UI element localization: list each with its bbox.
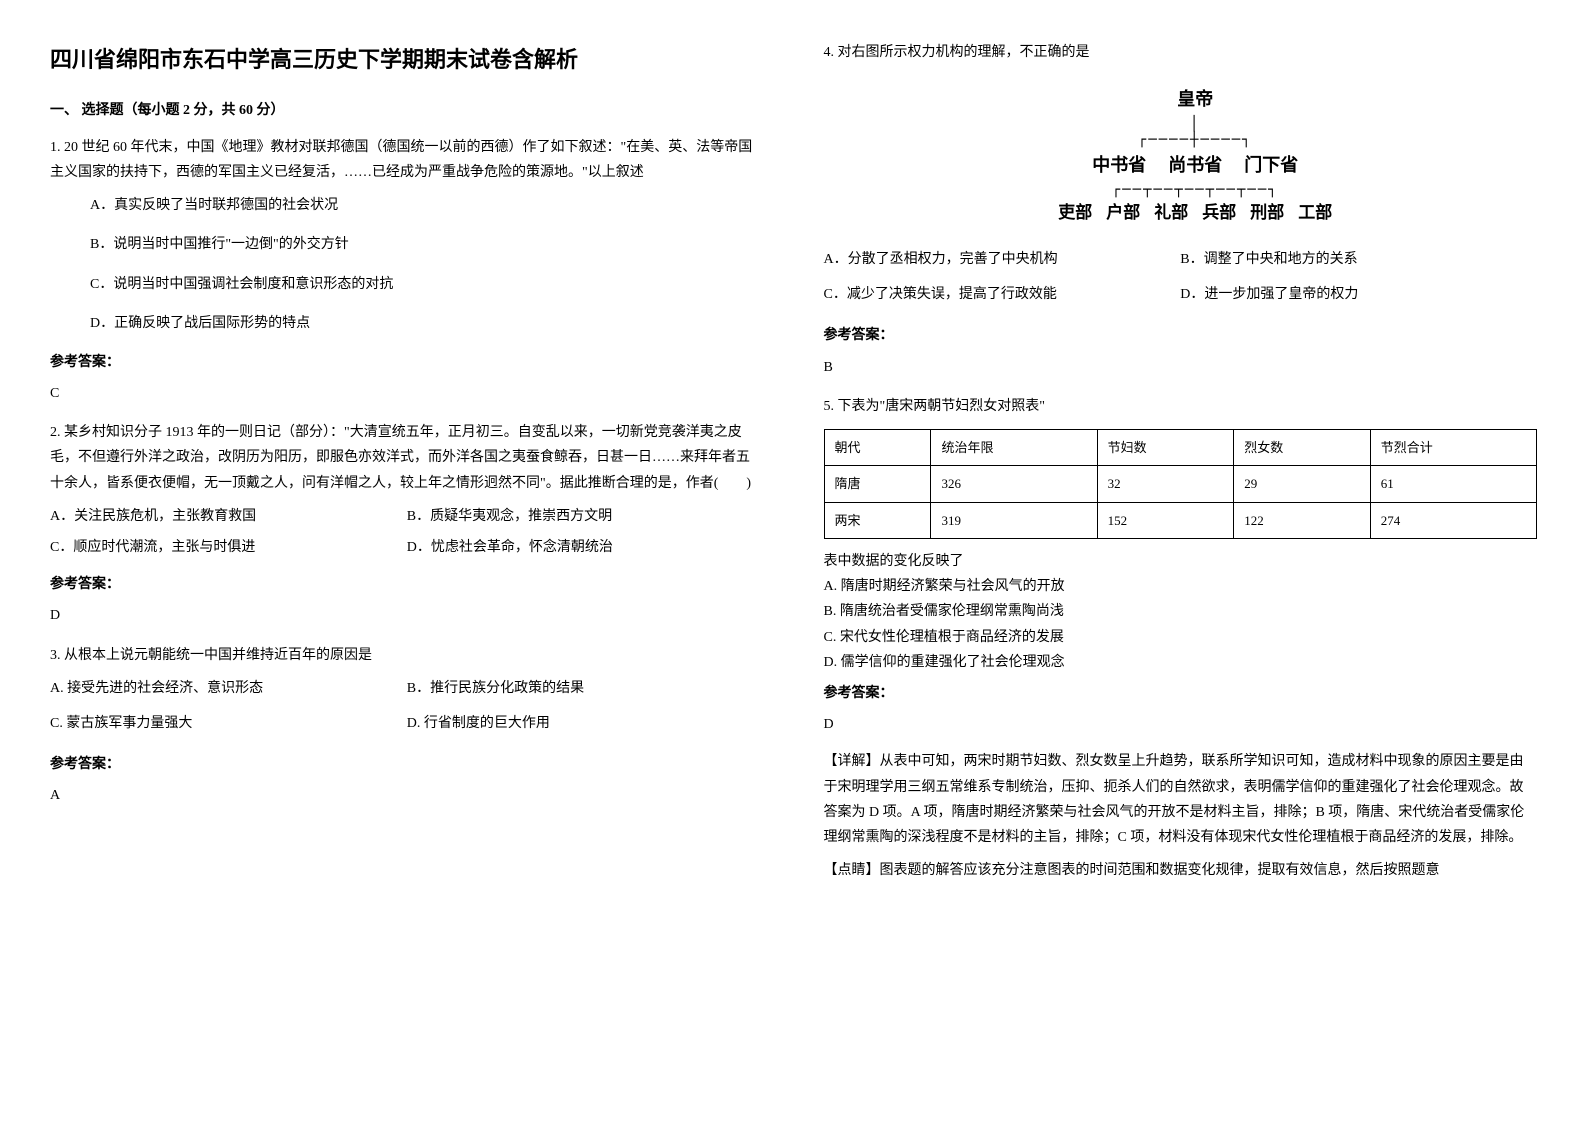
q1-answer-label: 参考答案： <box>50 350 764 375</box>
cell: 152 <box>1097 502 1234 538</box>
q5-table: 朝代 统治年限 节妇数 烈女数 节烈合计 隋唐 326 32 29 61 两宋 <box>824 429 1538 539</box>
q3-optC: C. 蒙古族军事力量强大 <box>50 711 407 736</box>
cell: 319 <box>931 502 1097 538</box>
q5-explanation-1: 【详解】从表中可知，两宋时期节妇数、烈女数呈上升趋势，联系所学知识可知，造成材料… <box>824 749 1538 850</box>
q4-text: 4. 对右图所示权力机构的理解，不正确的是 <box>824 40 1538 65</box>
diagram-bot-1: 户部 <box>1106 198 1140 229</box>
q1-options: A．真实反映了当时联邦德国的社会状况 B．说明当时中国推行"一边倒"的外交方针 … <box>50 193 764 336</box>
q4-optD: D．进一步加强了皇帝的权力 <box>1180 282 1537 307</box>
q3-text: 3. 从根本上说元朝能统一中国并维持近百年的原因是 <box>50 643 764 668</box>
q3-answer-label: 参考答案： <box>50 752 764 777</box>
q2-optC: C．顺应时代潮流，主张与时俱进 <box>50 535 407 560</box>
q2-optA: A．关注民族危机，主张教育救国 <box>50 504 407 529</box>
th-4: 节烈合计 <box>1370 429 1536 465</box>
q2-answer: D <box>50 603 764 628</box>
q5-optD: D. 儒学信仰的重建强化了社会伦理观念 <box>824 650 1538 675</box>
q5-explanation-2: 【点睛】图表题的解答应该充分注意图表的时间范围和数据变化规律，提取有效信息，然后… <box>824 858 1538 883</box>
diagram-bottom-row: 吏部 户部 礼部 兵部 刑部 工部 <box>854 198 1538 229</box>
section-heading: 一、 选择题（每小题 2 分，共 60 分） <box>50 98 764 123</box>
th-2: 节妇数 <box>1097 429 1234 465</box>
question-2: 2. 某乡村知识分子 1913 年的一则日记（部分）："大清宣统五年，正月初三。… <box>50 420 764 628</box>
cell: 两宋 <box>824 502 931 538</box>
q4-optA: A．分散了丞相权力，完善了中央机构 <box>824 247 1181 272</box>
q2-answer-label: 参考答案： <box>50 572 764 597</box>
diagram-emperor: 皇帝 <box>1167 83 1223 115</box>
q3-answer: A <box>50 783 764 808</box>
question-4: 4. 对右图所示权力机构的理解，不正确的是 皇帝 │ ┌────┼────┐ 中… <box>824 40 1538 380</box>
q4-diagram: 皇帝 │ ┌────┼────┐ 中书省 尚书省 门下省 ┌──┬──┬──┬─… <box>824 83 1538 229</box>
left-column: 四川省绵阳市东石中学高三历史下学期期末试卷含解析 一、 选择题（每小题 2 分，… <box>50 40 764 897</box>
q4-options: A．分散了丞相权力，完善了中央机构 B．调整了中央和地方的关系 C．减少了决策失… <box>824 247 1538 317</box>
diagram-bot-0: 吏部 <box>1058 198 1092 229</box>
q3-optA: A. 接受先进的社会经济、意识形态 <box>50 676 407 701</box>
th-0: 朝代 <box>824 429 931 465</box>
diagram-branch-2: ┌──┬──┬──┬──┬──┐ <box>854 182 1538 199</box>
q4-answer-label: 参考答案： <box>824 323 1538 348</box>
diagram-bot-3: 兵部 <box>1202 198 1236 229</box>
cell: 32 <box>1097 466 1234 502</box>
q1-optA: A．真实反映了当时联邦德国的社会状况 <box>90 193 764 218</box>
q3-optB: B．推行民族分化政策的结果 <box>407 676 764 701</box>
q1-optD: D．正确反映了战后国际形势的特点 <box>90 311 764 336</box>
q5-answer: D <box>824 712 1538 737</box>
q3-options: A. 接受先进的社会经济、意识形态 B．推行民族分化政策的结果 C. 蒙古族军事… <box>50 676 764 746</box>
q5-optC: C. 宋代女性伦理植根于商品经济的发展 <box>824 625 1538 650</box>
diagram-mid-0: 中书省 <box>1092 149 1146 181</box>
diagram-bot-5: 工部 <box>1298 198 1332 229</box>
q4-optB: B．调整了中央和地方的关系 <box>1180 247 1537 272</box>
q4-optC: C．减少了决策失误，提高了行政效能 <box>824 282 1181 307</box>
table-row: 两宋 319 152 122 274 <box>824 502 1537 538</box>
cell: 61 <box>1370 466 1536 502</box>
diagram-branch-1: ┌────┼────┐ <box>854 132 1538 149</box>
table-row: 隋唐 326 32 29 61 <box>824 466 1537 502</box>
table-header-row: 朝代 统治年限 节妇数 烈女数 节烈合计 <box>824 429 1537 465</box>
question-1: 1. 20 世纪 60 年代末，中国《地理》教材对联邦德国（德国统一以前的西德）… <box>50 135 764 407</box>
q5-text: 5. 下表为"唐宋两朝节妇烈女对照表" <box>824 394 1538 419</box>
q5-optA: A. 隋唐时期经济繁荣与社会风气的开放 <box>824 574 1538 599</box>
page-title: 四川省绵阳市东石中学高三历史下学期期末试卷含解析 <box>50 40 764 80</box>
th-1: 统治年限 <box>931 429 1097 465</box>
diagram-mid-2: 门下省 <box>1244 149 1298 181</box>
q4-answer: B <box>824 355 1538 380</box>
q2-optB: B．质疑华夷观念，推崇西方文明 <box>407 504 764 529</box>
right-column: 4. 对右图所示权力机构的理解，不正确的是 皇帝 │ ┌────┼────┐ 中… <box>824 40 1538 897</box>
q1-answer: C <box>50 381 764 406</box>
cell: 29 <box>1234 466 1371 502</box>
q5-optB: B. 隋唐统治者受儒家伦理纲常熏陶尚浅 <box>824 599 1538 624</box>
q2-options: A．关注民族危机，主张教育救国 B．质疑华夷观念，推崇西方文明 C．顺应时代潮流… <box>50 504 764 566</box>
q5-answer-label: 参考答案： <box>824 681 1538 706</box>
question-3: 3. 从根本上说元朝能统一中国并维持近百年的原因是 A. 接受先进的社会经济、意… <box>50 643 764 809</box>
cell: 274 <box>1370 502 1536 538</box>
cell: 122 <box>1234 502 1371 538</box>
cell: 隋唐 <box>824 466 931 502</box>
diagram-mid-1: 尚书省 <box>1168 149 1222 181</box>
q5-after-table: 表中数据的变化反映了 <box>824 549 1538 574</box>
q2-text: 2. 某乡村知识分子 1913 年的一则日记（部分）："大清宣统五年，正月初三。… <box>50 420 764 496</box>
th-3: 烈女数 <box>1234 429 1371 465</box>
q1-text: 1. 20 世纪 60 年代末，中国《地理》教材对联邦德国（德国统一以前的西德）… <box>50 135 764 185</box>
diagram-mid-row: 中书省 尚书省 门下省 <box>854 149 1538 181</box>
cell: 326 <box>931 466 1097 502</box>
q1-optB: B．说明当时中国推行"一边倒"的外交方针 <box>90 232 764 257</box>
diagram-connector-1: │ <box>854 116 1538 133</box>
q2-optD: D．忧虑社会革命，怀念清朝统治 <box>407 535 764 560</box>
diagram-bot-2: 礼部 <box>1154 198 1188 229</box>
q3-optD: D. 行省制度的巨大作用 <box>407 711 764 736</box>
question-5: 5. 下表为"唐宋两朝节妇烈女对照表" 朝代 统治年限 节妇数 烈女数 节烈合计… <box>824 394 1538 884</box>
diagram-bot-4: 刑部 <box>1250 198 1284 229</box>
q1-optC: C．说明当时中国强调社会制度和意识形态的对抗 <box>90 272 764 297</box>
